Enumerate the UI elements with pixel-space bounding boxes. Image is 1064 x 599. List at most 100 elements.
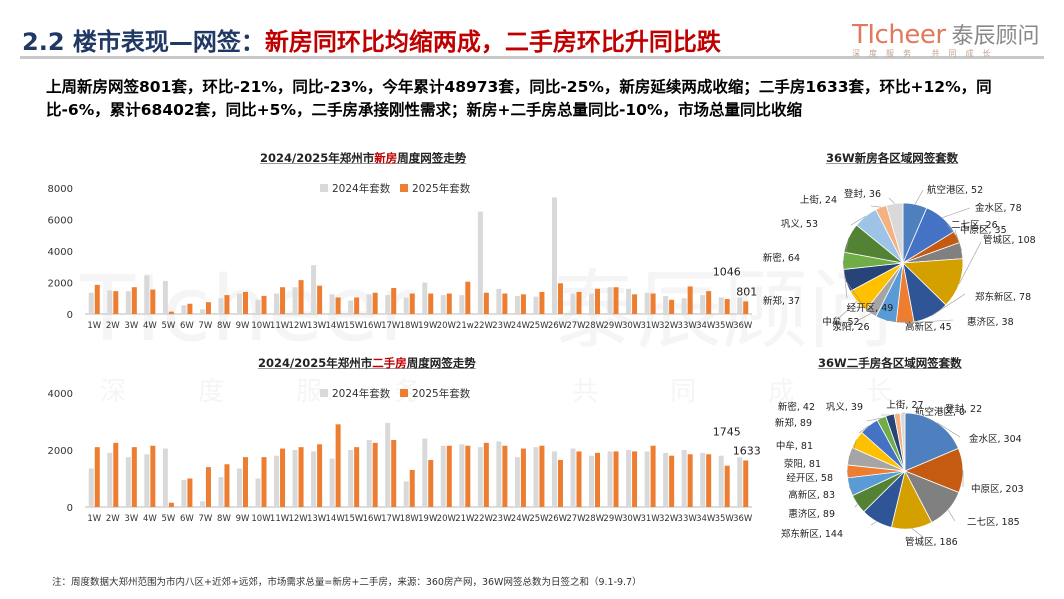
newhome-bar-2025 [113, 291, 119, 314]
resale-pie-leader [846, 471, 852, 479]
resale-xtick: 13W [307, 514, 327, 524]
resale-bar-2025 [131, 447, 137, 507]
newhome-xtick: 30W [622, 321, 642, 331]
newhome-bar-2025 [317, 285, 323, 314]
resale-bar-2025 [354, 447, 360, 507]
newhome-bar-2025 [724, 299, 730, 314]
resale-pie-slice-label: 航空港区, 0 [915, 406, 965, 418]
resale-xtick: 36W [733, 514, 753, 524]
newhome-xtick: 34W [696, 321, 716, 331]
resale-pie-slice-label: 荥阳, 81 [784, 458, 821, 470]
newhome-xtick: 8W [217, 321, 231, 331]
newhome-bar-2025 [465, 281, 471, 314]
resale-bar-2024 [477, 447, 483, 507]
newhome-bar-2024 [181, 305, 187, 314]
resale-pie-slice-label: 金水区, 304 [969, 433, 1022, 445]
newhome-bar-2024 [533, 296, 539, 314]
resale-bar-2025 [335, 424, 341, 507]
resale-bar-2025 [483, 442, 489, 507]
resale-xtick: 4W [143, 514, 157, 524]
resale-pie-chart: 航空港区, 0 金水区, 304 中原区, 203 二七区, 185 管城区, 186 郑… [775, 399, 1024, 548]
newhome-pie-slice-label: 登封, 36 [844, 188, 881, 200]
resale-bar-2025 [150, 445, 156, 507]
resale-xtick: 32W [659, 514, 679, 524]
newhome-bar-2025 [483, 292, 489, 314]
page-title-prefix: 2.2 楼市表现—网签： [22, 28, 265, 56]
newhome-bar-2024 [496, 288, 502, 314]
newhome-bar-2025 [150, 289, 156, 314]
resale-bar-2025 [298, 447, 304, 507]
resale-bar-2024 [718, 455, 724, 507]
newhome-pie-slice-label: 新郑, 37 [763, 295, 800, 307]
resale-pie-leader [858, 425, 870, 434]
resale-title-post: 周度网签走势 [406, 356, 476, 370]
resale-pie-slice-label: 中牟, 81 [776, 440, 813, 452]
newhome-bar-2025 [669, 299, 675, 314]
newhome-pie-slice-label: 中原区, 35 [960, 224, 1007, 236]
resale-xtick: 23W [492, 514, 512, 524]
newhome-bar-2025 [94, 284, 100, 314]
resale-pie-leader [947, 509, 956, 522]
newhome-ytick: 4000 [48, 247, 73, 258]
resale-bar-2024 [162, 448, 168, 507]
newhome-pie-slice-label: 高新区, 45 [905, 321, 952, 333]
newhome-bar-2025 [576, 291, 582, 314]
resale-bar-2024 [199, 501, 205, 507]
resale-bar-2025 [539, 445, 545, 507]
newhome-pie-leader [914, 189, 924, 205]
newhome-xtick: 2W [106, 321, 120, 331]
newhome-bar-2024 [366, 294, 372, 314]
newhome-xtick: 19W [418, 321, 438, 331]
resale-bar-2024 [107, 452, 113, 507]
resale-pie-slice-label: 二七区, 185 [967, 517, 1020, 528]
resale-xtick: 25W [529, 514, 549, 524]
newhome-bar-2024 [162, 280, 168, 314]
newhome-pie-leader [845, 280, 866, 309]
resale-bar-2025 [446, 445, 452, 507]
resale-xtick: 30W [622, 514, 642, 524]
resale-xtick: 28W [585, 514, 605, 524]
newhome-pie-leader [959, 241, 982, 284]
resale-bar-2025 [317, 444, 323, 507]
resale-title-pre: 2024/2025年郑州市 [258, 356, 373, 370]
newhome-bar-2025 [428, 293, 434, 314]
resale-bar-2024 [88, 468, 94, 507]
resale-bar-2024 [144, 454, 150, 507]
resale-bar-2024 [459, 444, 465, 507]
newhome-bar-2024 [255, 299, 261, 314]
newhome-ytick: 2000 [48, 279, 73, 290]
resale-legend-swatch [400, 389, 408, 397]
resale-bar-2025 [428, 459, 434, 507]
newhome-pie-slice-label: 二七区, 26 [951, 220, 998, 231]
newhome-bar-2025 [261, 295, 267, 314]
newhome-bar-2025 [242, 291, 248, 314]
newhome-bar-2024 [737, 297, 743, 314]
resale-title-red: 二手房 [372, 356, 407, 370]
newhome-pie-slice-label: 航空港区, 52 [927, 184, 983, 196]
resale-bar-2025 [743, 460, 749, 507]
newhome-bar-2024 [88, 292, 94, 314]
logo-cn: 泰辰顾问 [951, 24, 1040, 49]
resale-bar-2025 [391, 440, 397, 507]
newhome-xtick: 7W [199, 321, 213, 331]
resale-xtick: 17W [381, 514, 401, 524]
newhome-data-label: 1046 [713, 266, 741, 279]
resale-xtick: 24W [511, 514, 531, 524]
resale-data-label: 1745 [713, 425, 741, 438]
newhome-pie-slice-label: 上街, 24 [800, 194, 837, 206]
resale-bar-2025 [224, 464, 230, 507]
newhome-pie-slice-label: 郑东新区, 78 [975, 291, 1031, 303]
newhome-bar-2024 [274, 293, 280, 314]
resale-xtick: 29W [603, 514, 623, 524]
resale-xtick: 12W [288, 514, 308, 524]
resale-bar-2024 [329, 458, 335, 507]
newhome-legend-label: 2025年套数 [412, 182, 471, 195]
newhome-xtick: 13W [307, 321, 327, 331]
resale-ytick: 0 [67, 503, 73, 514]
resale-pie-slice-label: 高新区, 83 [788, 489, 835, 501]
resale-bar-2025 [613, 451, 619, 507]
newhome-bar-2024 [514, 295, 520, 314]
resale-pie-slice-label: 新密, 42 [778, 401, 815, 413]
resale-bar-2025 [706, 454, 712, 507]
newhome-legend-label: 2024年套数 [332, 182, 391, 195]
